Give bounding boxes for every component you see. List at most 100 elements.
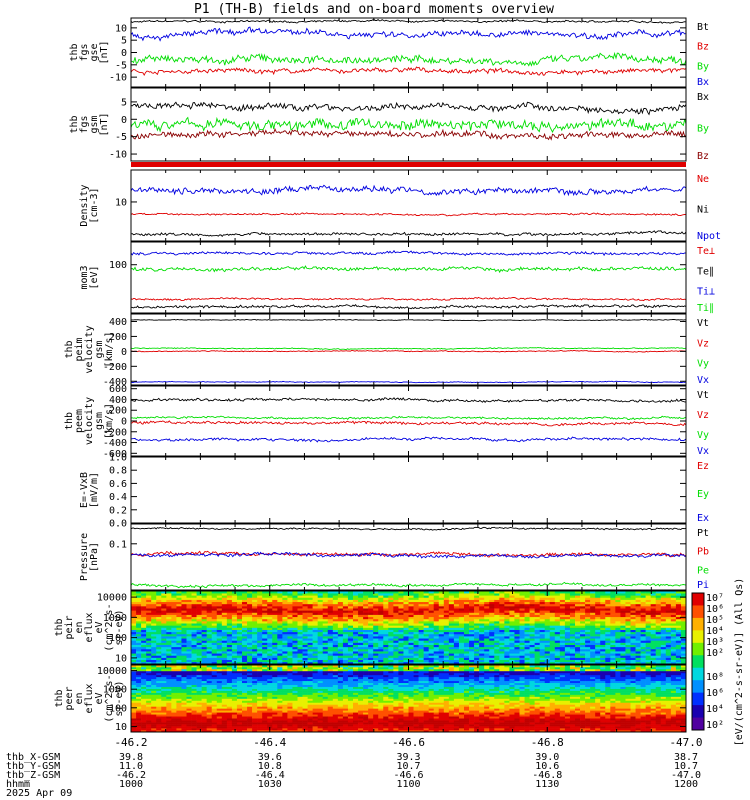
spectrogram-cell <box>347 616 354 620</box>
spectrogram-cell <box>640 657 646 661</box>
spectrogram-cell <box>191 712 197 715</box>
spectrogram-cell <box>277 595 283 598</box>
spectrogram-cell <box>544 621 551 624</box>
legend-Pe: Pe <box>697 565 709 576</box>
spectrogram-cell <box>211 688 218 691</box>
spectrogram-cell <box>176 644 182 648</box>
spectrogram-cell <box>620 606 626 609</box>
spectrogram-cell <box>332 614 339 618</box>
spectrogram-cell <box>257 651 263 654</box>
spectrogram-cell <box>327 614 334 618</box>
spectrogram-cell <box>327 646 334 650</box>
spectrogram-cell <box>539 633 546 637</box>
spectrogram-cell <box>383 653 389 656</box>
spectrogram-cell <box>136 694 142 697</box>
spectrogram-cell <box>544 633 551 637</box>
spectrogram-cell <box>211 623 218 626</box>
spectrogram-cell <box>282 655 288 658</box>
spectrogram-cell <box>655 638 662 641</box>
spectrogram-cell <box>216 627 223 630</box>
spectrogram-cell <box>196 595 202 598</box>
spectrogram-cell <box>201 665 207 668</box>
spectrogram-cell <box>156 706 162 709</box>
spectrogram-cell <box>509 629 515 633</box>
spectrogram-cell <box>342 642 349 645</box>
spectrogram-cell <box>509 603 515 607</box>
spectrogram-cell <box>161 720 167 723</box>
spectrogram-cell <box>479 633 485 637</box>
spectrogram-cell <box>267 612 273 615</box>
spectrogram-cell <box>655 603 662 607</box>
spectrogram-cell <box>408 659 414 663</box>
spectrogram-cell <box>206 591 213 594</box>
spectrogram-cell <box>287 621 293 624</box>
spectrogram-cell <box>171 640 177 643</box>
ytick-label: 400 <box>109 395 127 406</box>
spectrogram-cell <box>408 591 414 594</box>
spectrogram-cell <box>575 651 581 654</box>
spectrogram-cell <box>378 623 384 626</box>
spectrogram-cell <box>272 618 278 622</box>
spectrogram-cell <box>156 686 162 689</box>
spectrogram-cell <box>474 616 480 620</box>
spectrogram-cell <box>151 642 157 645</box>
spectrogram-cell <box>398 623 404 626</box>
spectrogram-cell <box>272 612 278 615</box>
spectrogram-cell <box>625 644 631 648</box>
spectrogram-cell <box>201 720 207 723</box>
spectrogram-cell <box>529 595 535 598</box>
spectrogram-cell <box>131 702 137 705</box>
spectrogram-cell <box>317 591 324 594</box>
spectrogram-cell <box>317 623 324 626</box>
spectrogram-cell <box>196 726 202 729</box>
spectrogram-cell <box>403 629 409 633</box>
spectrogram-cell <box>221 659 228 663</box>
spectrogram-cell <box>156 636 162 639</box>
spectrogram-cell <box>141 657 147 661</box>
spectrogram-cell <box>494 651 500 654</box>
spectrogram-cell <box>186 616 192 620</box>
spectrogram-cell <box>322 659 329 663</box>
spectrogram-cell <box>373 657 379 661</box>
spectrogram-cell <box>176 608 182 611</box>
spectrogram-cell <box>358 608 364 611</box>
spectrogram-cell <box>398 644 404 648</box>
spectrogram-cell <box>136 728 142 731</box>
spectrogram-cell <box>655 595 662 598</box>
spectrogram-cell <box>464 595 470 598</box>
spectrogram-cell <box>247 597 253 600</box>
spectrogram-cell <box>529 661 535 665</box>
spectrogram-cell <box>221 678 228 682</box>
spectrogram-cell <box>166 659 172 663</box>
spectrogram-cell <box>221 724 228 727</box>
spectrogram-cell <box>282 608 288 611</box>
spectrogram-cell <box>610 608 616 611</box>
spectrogram-cell <box>585 657 591 661</box>
spectrogram-cell <box>312 614 318 618</box>
spectrogram-cell <box>489 648 495 652</box>
spectrogram-cell <box>605 646 611 650</box>
spectrogram-cell <box>297 657 303 661</box>
spectrogram-cell <box>272 659 278 663</box>
spectrogram-cell <box>665 625 672 628</box>
spectrogram-cell <box>136 610 142 613</box>
spectrogram-cell <box>292 657 298 661</box>
legend-Bx: Bx <box>697 77 709 88</box>
spectrogram-cell <box>136 608 142 611</box>
spectrogram-cell <box>226 631 233 635</box>
spectrogram-cell <box>146 726 152 729</box>
spectrogram-cell <box>620 591 626 594</box>
spectrogram-cell <box>519 591 525 594</box>
spectrogram-cell <box>186 608 192 611</box>
spectrogram-cell <box>610 627 616 630</box>
spectrogram-cell <box>448 597 455 600</box>
spectrogram-cell <box>494 599 500 603</box>
spectrogram-cell <box>216 638 223 641</box>
spectrogram-cell <box>347 648 354 652</box>
spectrogram-cell <box>191 659 197 663</box>
spectrogram-cell <box>549 591 556 594</box>
spectrogram-cell <box>297 648 303 652</box>
spectrogram-cell <box>564 595 571 598</box>
spectrogram-cell <box>287 599 293 603</box>
